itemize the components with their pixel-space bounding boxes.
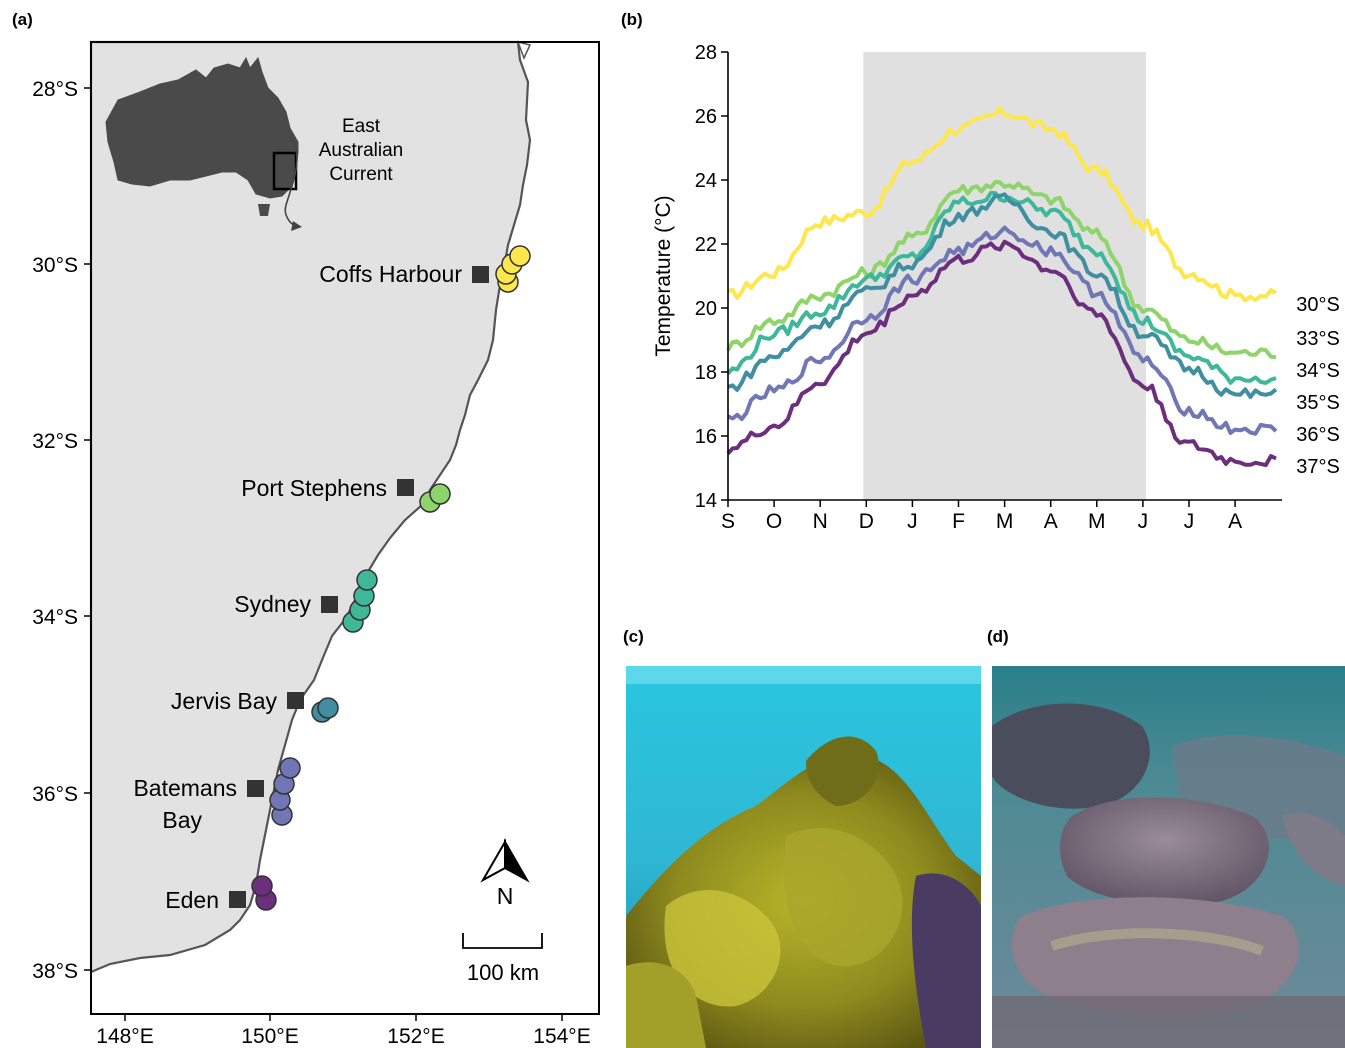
series-label: 34°S <box>1296 360 1340 382</box>
x-tick-label: D <box>859 510 874 533</box>
series-line-37S <box>726 239 1277 468</box>
photo-kelp-reef <box>626 666 981 1048</box>
x-tick-label: J <box>907 510 918 533</box>
y-tick-label: 28 <box>695 42 717 64</box>
lon-tick-152: 152°E <box>387 1025 444 1048</box>
scale-label: 100 km <box>467 960 539 985</box>
panel-label-d: (d) <box>987 627 1009 646</box>
series-label: 37°S <box>1296 456 1340 478</box>
series-line-33S <box>726 180 1277 360</box>
x-tick-label: N <box>813 510 828 533</box>
series-line-34S <box>726 190 1277 385</box>
site-label: Eden <box>165 887 219 913</box>
series-line-36S <box>727 225 1278 436</box>
y-tick-label: 18 <box>695 362 717 384</box>
north-label: N <box>497 883 514 909</box>
lon-tick-148: 148°E <box>96 1025 153 1048</box>
north-arrow-icon: N <box>480 838 530 909</box>
y-tick-label: 20 <box>695 298 717 320</box>
site-label: Sydney <box>234 591 311 617</box>
y-tick-label: 14 <box>695 490 717 512</box>
site-label: Coffs Harbour <box>319 261 462 287</box>
lat-tick-28: 28°S <box>32 78 78 101</box>
lon-axis: 148°E 150°E 152°E 154°E <box>96 1014 591 1048</box>
lat-axis: 28°S 30°S 32°S 34°S 36°S 38°S <box>32 78 91 983</box>
inset-label-line-3: Current <box>329 164 393 185</box>
series-label: 33°S <box>1296 328 1340 350</box>
x-tick-label: A <box>1228 510 1242 533</box>
series-label: 35°S <box>1296 392 1340 414</box>
site-label-line-2: Bay <box>162 807 202 833</box>
scale-bar: 100 km <box>462 933 543 985</box>
site-coffs-harbour: Coffs Harbour <box>319 245 531 293</box>
x-tick-label: J <box>1184 510 1195 533</box>
lat-tick-38: 38°S <box>32 960 78 983</box>
y-axis-label: Temperature (°C) <box>652 195 675 356</box>
mainland <box>89 40 532 974</box>
series-line-30S <box>727 105 1277 303</box>
panel-label-b: (b) <box>621 10 643 29</box>
x-tick-label: S <box>721 510 735 533</box>
lat-tick-30: 30°S <box>32 254 78 277</box>
series-label: 30°S <box>1296 294 1340 316</box>
lon-tick-150: 150°E <box>241 1025 298 1048</box>
site-label-line-1: Batemans <box>133 775 237 801</box>
site-jervis-bay: Jervis Bay <box>171 688 339 723</box>
australia-inset: East Australian Current <box>105 56 404 231</box>
series-label: 36°S <box>1296 424 1340 446</box>
site-port-stephens: Port Stephens <box>241 475 451 513</box>
x-tick-label: F <box>952 510 965 533</box>
y-tick-label: 16 <box>695 426 717 448</box>
y-tick-label: 24 <box>695 170 717 192</box>
y-tick-label: 22 <box>695 234 717 256</box>
site-label: Port Stephens <box>241 475 387 501</box>
series-line-35S <box>727 192 1278 399</box>
panel-label-c: (c) <box>623 627 644 646</box>
site-sydney: Sydney <box>234 569 378 633</box>
y-tick-label: 26 <box>695 106 717 128</box>
x-tick-label: A <box>1044 510 1058 533</box>
site-batemans-bay: Batemans Bay <box>133 757 301 833</box>
photo-urchin-boulder <box>992 666 1345 1048</box>
inset-label-line-2: Australian <box>319 140 404 161</box>
panel-label-a: (a) <box>12 10 33 29</box>
x-tick-label: J <box>1138 510 1149 533</box>
x-tick-label: M <box>1088 510 1106 533</box>
lat-tick-34: 34°S <box>32 606 78 629</box>
lon-tick-154: 154°E <box>533 1025 590 1048</box>
x-tick-label: O <box>766 510 782 533</box>
site-eden: Eden <box>165 875 277 913</box>
x-tick-label: M <box>996 510 1014 533</box>
inset-label-line-1: East <box>342 116 381 137</box>
site-label: Jervis Bay <box>171 688 278 714</box>
lat-tick-32: 32°S <box>32 430 78 453</box>
lat-tick-36: 36°S <box>32 783 78 806</box>
